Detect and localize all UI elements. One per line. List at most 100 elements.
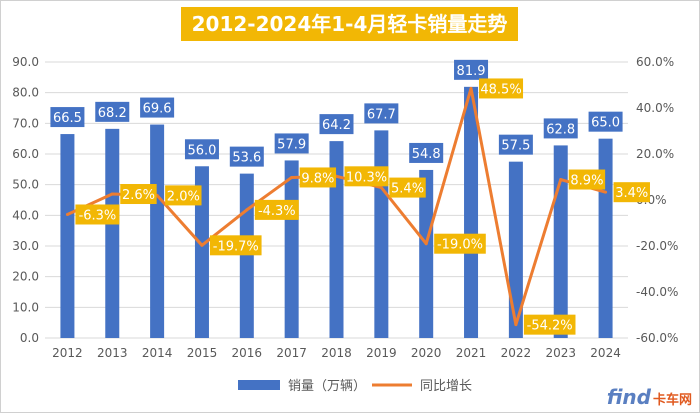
x-tick-label: 2013: [97, 346, 128, 360]
y-left-tick-label: 0.0: [20, 331, 39, 345]
bar-value-label: 57.9: [277, 137, 306, 152]
x-tick-label: 2022: [501, 346, 532, 360]
line-point: [245, 208, 249, 212]
line-value-label: 2.0%: [167, 189, 200, 204]
line-point: [110, 192, 114, 196]
bar-value-label-bg: [229, 146, 264, 167]
bar: [508, 161, 523, 338]
y-right-tick-label: 40.0%: [636, 101, 674, 115]
bar-value-label: 57.5: [501, 139, 530, 154]
line-value-label-bg: [120, 184, 157, 205]
bar: [374, 130, 389, 338]
bar-value-label: 81.9: [457, 64, 486, 79]
bar-value-label-bg: [140, 97, 175, 118]
bar-value-label: 56.0: [187, 143, 216, 158]
bar: [419, 169, 434, 338]
watermark-logo: find: [606, 385, 651, 409]
line-point: [424, 242, 428, 246]
line-value-label-bg: [434, 233, 486, 254]
bar: [239, 173, 254, 338]
x-tick-label: 2015: [187, 346, 218, 360]
line-value-label: -19.7%: [213, 239, 259, 254]
line-value-label: 5.4%: [391, 182, 424, 197]
y-right-tick-label: -60.0%: [636, 331, 678, 345]
line-value-label-bg: [75, 204, 120, 225]
bar: [284, 160, 299, 338]
bar-value-label: 54.8: [412, 147, 441, 162]
y-left-tick-label: 60.0: [12, 147, 39, 161]
bar-value-label-bg: [498, 134, 533, 155]
line-point: [379, 186, 383, 190]
line-value-label-bg: [389, 177, 426, 198]
bar: [329, 141, 344, 338]
y-left-tick-label: 10.0: [12, 300, 39, 314]
bar: [150, 124, 165, 338]
bar-value-label: 68.2: [98, 106, 127, 121]
bar: [464, 86, 479, 338]
line-value-label-bg: [165, 185, 202, 206]
watermark-text: 卡车网: [652, 393, 692, 408]
x-tick-label: 2018: [321, 346, 352, 360]
bar: [60, 134, 75, 338]
line-point: [200, 243, 204, 247]
bar-value-label-bg: [184, 139, 219, 160]
x-tick-label: 2014: [142, 346, 173, 360]
bar: [105, 128, 120, 338]
x-tick-label: 2012: [52, 346, 83, 360]
y-left-tick-label: 50.0: [12, 178, 39, 192]
line-value-label-bg: [344, 166, 389, 187]
bar-value-label-bg: [50, 107, 85, 128]
y-left-tick-label: 70.0: [12, 116, 39, 130]
line-value-label-bg: [254, 199, 299, 220]
line-value-label: -19.0%: [437, 238, 483, 253]
bar-value-label: 64.2: [322, 118, 351, 133]
bar-value-label: 69.6: [143, 102, 172, 117]
line-point: [65, 212, 69, 216]
line-value-label-bg: [299, 167, 337, 188]
bar-value-label: 67.7: [367, 107, 396, 122]
y-left-tick-label: 90.0: [12, 55, 39, 69]
bar-value-label-bg: [95, 101, 130, 122]
line-value-label: 8.9%: [570, 174, 603, 189]
line-value-label: 48.5%: [480, 82, 521, 97]
y-right-tick-label: -20.0%: [636, 239, 678, 253]
bar: [553, 145, 568, 338]
line-value-label-bg: [568, 169, 606, 190]
x-tick-label: 2017: [276, 346, 307, 360]
bar-value-label-bg: [543, 118, 578, 139]
line-point: [604, 190, 608, 194]
y-right-tick-label: 20.0%: [636, 147, 674, 161]
x-tick-label: 2023: [545, 346, 576, 360]
line-point: [469, 86, 473, 90]
bar-value-label: 62.8: [546, 122, 575, 137]
line-value-label: -4.3%: [258, 204, 296, 219]
watermark: find 卡车网: [607, 385, 692, 409]
line-value-label: 3.4%: [615, 186, 648, 201]
bar-value-label: 53.6: [232, 151, 261, 166]
bar-value-label: 66.5: [53, 111, 82, 126]
legend-line-label: 同比增长: [420, 379, 472, 394]
x-tick-label: 2016: [232, 346, 263, 360]
bar: [194, 166, 209, 338]
x-tick-label: 2021: [456, 346, 487, 360]
line-value-label-bg: [209, 235, 262, 256]
line-value-label: 9.8%: [301, 171, 334, 186]
y-left-tick-label: 80.0: [12, 86, 39, 100]
line-point: [514, 323, 518, 327]
bar-value-label-bg: [454, 59, 489, 80]
bar-value-label-bg: [588, 111, 623, 132]
line-value-label-bg: [479, 78, 524, 99]
legend-bar-swatch: [238, 380, 280, 390]
bar-value-label-bg: [274, 133, 309, 154]
chart-title: 2012-2024年1-4月轻卡销量走势: [181, 7, 518, 41]
line-value-label: -6.3%: [79, 208, 117, 223]
x-tick-label: 2019: [366, 346, 397, 360]
bar-value-label-bg: [319, 114, 354, 135]
line-point: [559, 178, 563, 182]
bar-value-label-bg: [409, 142, 444, 163]
bar: [598, 138, 613, 338]
line-value-label: 10.3%: [346, 170, 387, 185]
x-tick-label: 2024: [590, 346, 621, 360]
line-value-label: -54.2%: [527, 319, 573, 334]
